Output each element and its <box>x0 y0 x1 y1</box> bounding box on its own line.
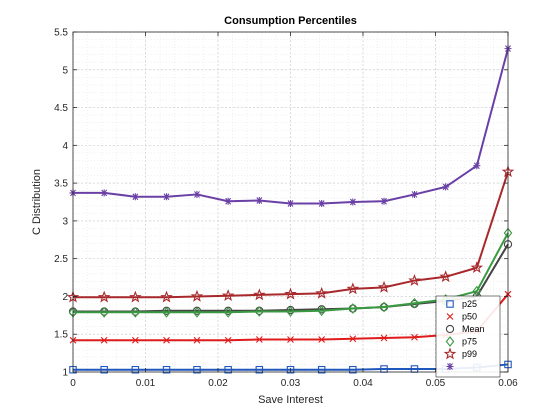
legend-marker <box>446 363 454 370</box>
axis-ticks: 0 0.01 0.02 0.03 0.04 0.05 0.06 1 1.5 2 2.5 3 3.5 4 4.… <box>54 28 518 390</box>
data-point <box>379 301 389 313</box>
x-tick-label: 0 <box>70 378 76 389</box>
legend-label: p99 <box>462 349 477 359</box>
data-point <box>162 306 171 318</box>
legend-marker <box>445 336 455 347</box>
data-point <box>224 197 232 205</box>
data-point <box>287 336 294 343</box>
x-tick-label: 0.03 <box>281 378 301 389</box>
data-point <box>287 200 294 208</box>
y-tick-label: 4.5 <box>54 103 68 114</box>
legend-box <box>435 295 501 378</box>
data-point <box>131 193 139 201</box>
x-tick-label: 0.04 <box>353 378 373 389</box>
data-point <box>377 280 391 293</box>
data-point <box>129 290 142 303</box>
legend-label: p25 <box>462 299 477 309</box>
data-point <box>380 197 388 205</box>
data-point <box>470 261 484 274</box>
data-point <box>318 336 326 343</box>
x-tick-label: 0.02 <box>208 378 228 389</box>
data-point <box>192 306 202 318</box>
legend-marker <box>445 324 455 334</box>
y-tick-label: 1.5 <box>54 330 68 341</box>
y-tick-label: 4 <box>62 141 68 152</box>
data-point <box>131 365 140 374</box>
legend-label: Mean <box>462 324 485 334</box>
data-point <box>473 162 481 170</box>
data-point <box>100 365 108 374</box>
data-point <box>162 365 171 374</box>
data-point <box>255 306 264 317</box>
data-point <box>346 282 360 295</box>
x-tick-label: 0.06 <box>498 378 518 389</box>
series-line <box>73 232 509 314</box>
data-point <box>315 286 328 299</box>
data-point <box>160 290 173 303</box>
data-point <box>380 334 388 342</box>
data-point <box>410 190 418 198</box>
legend-label: p75 <box>462 337 477 347</box>
series-unlabeled <box>69 45 512 208</box>
x-tick-label: 0.05 <box>426 378 446 389</box>
x-tick-label: 0.01 <box>136 378 156 389</box>
y-tick-label: 5 <box>62 65 68 76</box>
data-point <box>163 336 170 344</box>
data-point <box>284 287 297 300</box>
legend: p25 p50 Mean p75 p99 <box>435 295 501 378</box>
data-point <box>100 336 108 344</box>
y-tick-label: 2.5 <box>54 254 68 265</box>
legend-marker <box>446 313 454 320</box>
data-point <box>255 336 263 343</box>
data-point <box>286 365 295 374</box>
data-point <box>349 198 357 206</box>
y-tick-label: 3 <box>62 216 68 227</box>
data-point <box>131 336 139 344</box>
data-point <box>349 335 357 343</box>
data-point <box>99 306 109 318</box>
data-point <box>410 297 419 309</box>
data-point <box>224 365 232 374</box>
y-tick-label: 5.5 <box>54 28 68 39</box>
data-point <box>317 305 326 317</box>
legend-label: p50 <box>462 312 477 322</box>
data-point <box>348 303 358 314</box>
data-point <box>255 365 264 374</box>
series-line <box>73 171 509 299</box>
data-point <box>255 196 263 204</box>
data-point <box>224 336 232 344</box>
data-point <box>349 365 357 374</box>
legend-marker <box>446 300 454 308</box>
data-point <box>193 365 201 374</box>
data-point <box>286 306 295 317</box>
data-point <box>221 289 235 301</box>
data-point <box>97 290 111 303</box>
y-axis-title: C Distribution <box>31 169 43 235</box>
data-point <box>408 274 421 286</box>
data-point <box>472 285 482 297</box>
series-line <box>73 243 509 313</box>
data-point <box>193 336 201 344</box>
y-tick-label: 1 <box>62 368 68 379</box>
data-point <box>190 289 204 302</box>
y-tick-label: 2 <box>62 292 68 303</box>
data-point <box>442 183 450 191</box>
chart-title: Consumption Percentiles <box>224 15 357 27</box>
data-point <box>253 288 266 301</box>
x-axis-title: Save Interest <box>258 394 323 406</box>
data-point <box>100 189 108 197</box>
y-tick-label: 3.5 <box>54 179 68 190</box>
data-point <box>131 306 140 318</box>
data-point <box>223 306 233 318</box>
data-point <box>411 333 418 341</box>
data-point <box>193 190 201 198</box>
legend-marker <box>443 347 457 360</box>
data-point <box>318 200 326 208</box>
data-point <box>163 193 171 201</box>
data-point <box>439 270 452 283</box>
data-point <box>317 365 326 374</box>
